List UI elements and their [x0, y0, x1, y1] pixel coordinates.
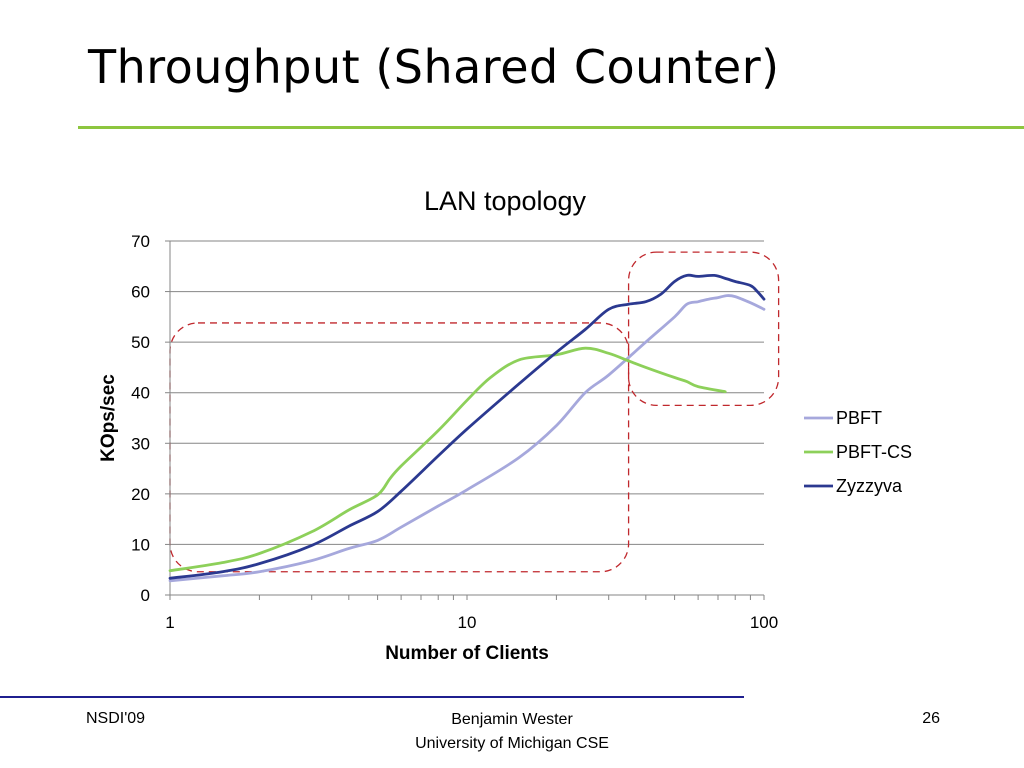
- legend-label-pbft-cs: PBFT-CS: [836, 442, 912, 462]
- series-line-zyzzyva: [168, 273, 766, 580]
- y-tick-label-20: 20: [131, 485, 150, 504]
- gridlines: [170, 240, 764, 545]
- y-tick-label-50: 50: [131, 333, 150, 352]
- footer-venue: NSDI'09: [86, 710, 146, 727]
- x-axis-label: Number of Clients: [385, 643, 549, 664]
- footer-rule: [0, 696, 744, 698]
- title-rule: [78, 126, 1024, 129]
- y-tick-label-30: 30: [131, 434, 150, 453]
- highlight-boxes: [169, 251, 780, 573]
- legend-label-zyzzyva: Zyzzyva: [836, 476, 903, 496]
- y-tick-label-70: 70: [131, 232, 150, 251]
- x-tick-label-1: 1: [165, 613, 174, 632]
- page-number: 26: [922, 710, 940, 727]
- series-line-pbft-cs: [168, 346, 727, 573]
- y-tick-label-10: 10: [131, 535, 150, 554]
- highlight-low-clients: [169, 322, 630, 573]
- slide-title: Throughput (Shared Counter): [88, 40, 780, 94]
- y-tick-label-60: 60: [131, 283, 150, 302]
- legend: PBFT PBFT-CS Zyzzyva: [804, 408, 912, 496]
- tick-labels: 0 10 20 30 40 50 60 70 1 10 100: [131, 232, 778, 632]
- y-axis-label: KOps/sec: [98, 374, 119, 462]
- footer-affiliation: University of Michigan CSE: [415, 735, 609, 752]
- x-tick-label-10: 10: [458, 613, 477, 632]
- x-tick-label-100: 100: [750, 613, 778, 632]
- legend-label-pbft: PBFT: [836, 408, 882, 428]
- highlight-high-clients: [627, 251, 780, 407]
- axes: [169, 241, 764, 596]
- series-lines: [168, 273, 766, 583]
- footer-author: Benjamin Wester University of Michigan C…: [362, 708, 662, 756]
- chart-title: LAN topology: [424, 186, 587, 216]
- series-line-pbft: [168, 294, 766, 583]
- footer-author-name: Benjamin Wester: [451, 711, 573, 728]
- throughput-chart: LAN topology 0 10 20 30 40 50 60 70 1 10 100 Numbe…: [98, 186, 912, 664]
- y-tick-label-0: 0: [141, 586, 150, 605]
- y-tick-label-40: 40: [131, 384, 150, 403]
